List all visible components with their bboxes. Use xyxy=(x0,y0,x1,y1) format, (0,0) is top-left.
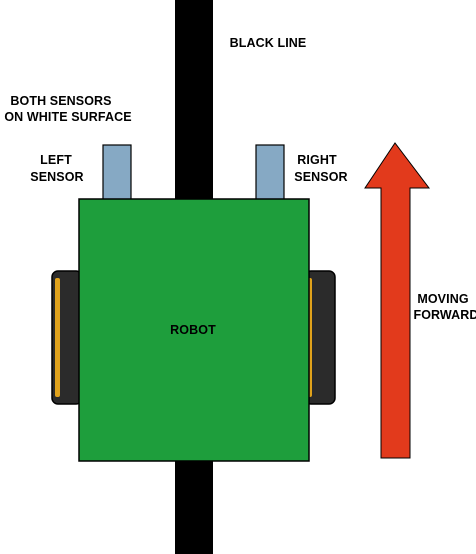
robot-body xyxy=(78,198,310,462)
black-line-label: BLACK LINE xyxy=(230,36,307,50)
forward-arrow xyxy=(364,142,431,459)
moving-forward-label-line1: MOVING xyxy=(417,292,468,306)
right-sensor xyxy=(255,144,285,204)
both-sensors-label-line1: BOTH SENSORS xyxy=(10,94,111,108)
left-sensor-label-line2: SENSOR xyxy=(30,170,83,184)
left-sensor-label-line1: LEFT xyxy=(40,153,72,167)
left-wheel xyxy=(51,270,83,405)
right-sensor-label-line2: SENSOR xyxy=(294,170,347,184)
right-sensor-label-line1: RIGHT xyxy=(297,153,337,167)
left-sensor xyxy=(102,144,132,204)
both-sensors-label-line2: ON WHITE SURFACE xyxy=(4,110,131,124)
moving-forward-label-line2: FORWARD xyxy=(413,308,476,322)
robot-label: ROBOT xyxy=(170,323,216,337)
